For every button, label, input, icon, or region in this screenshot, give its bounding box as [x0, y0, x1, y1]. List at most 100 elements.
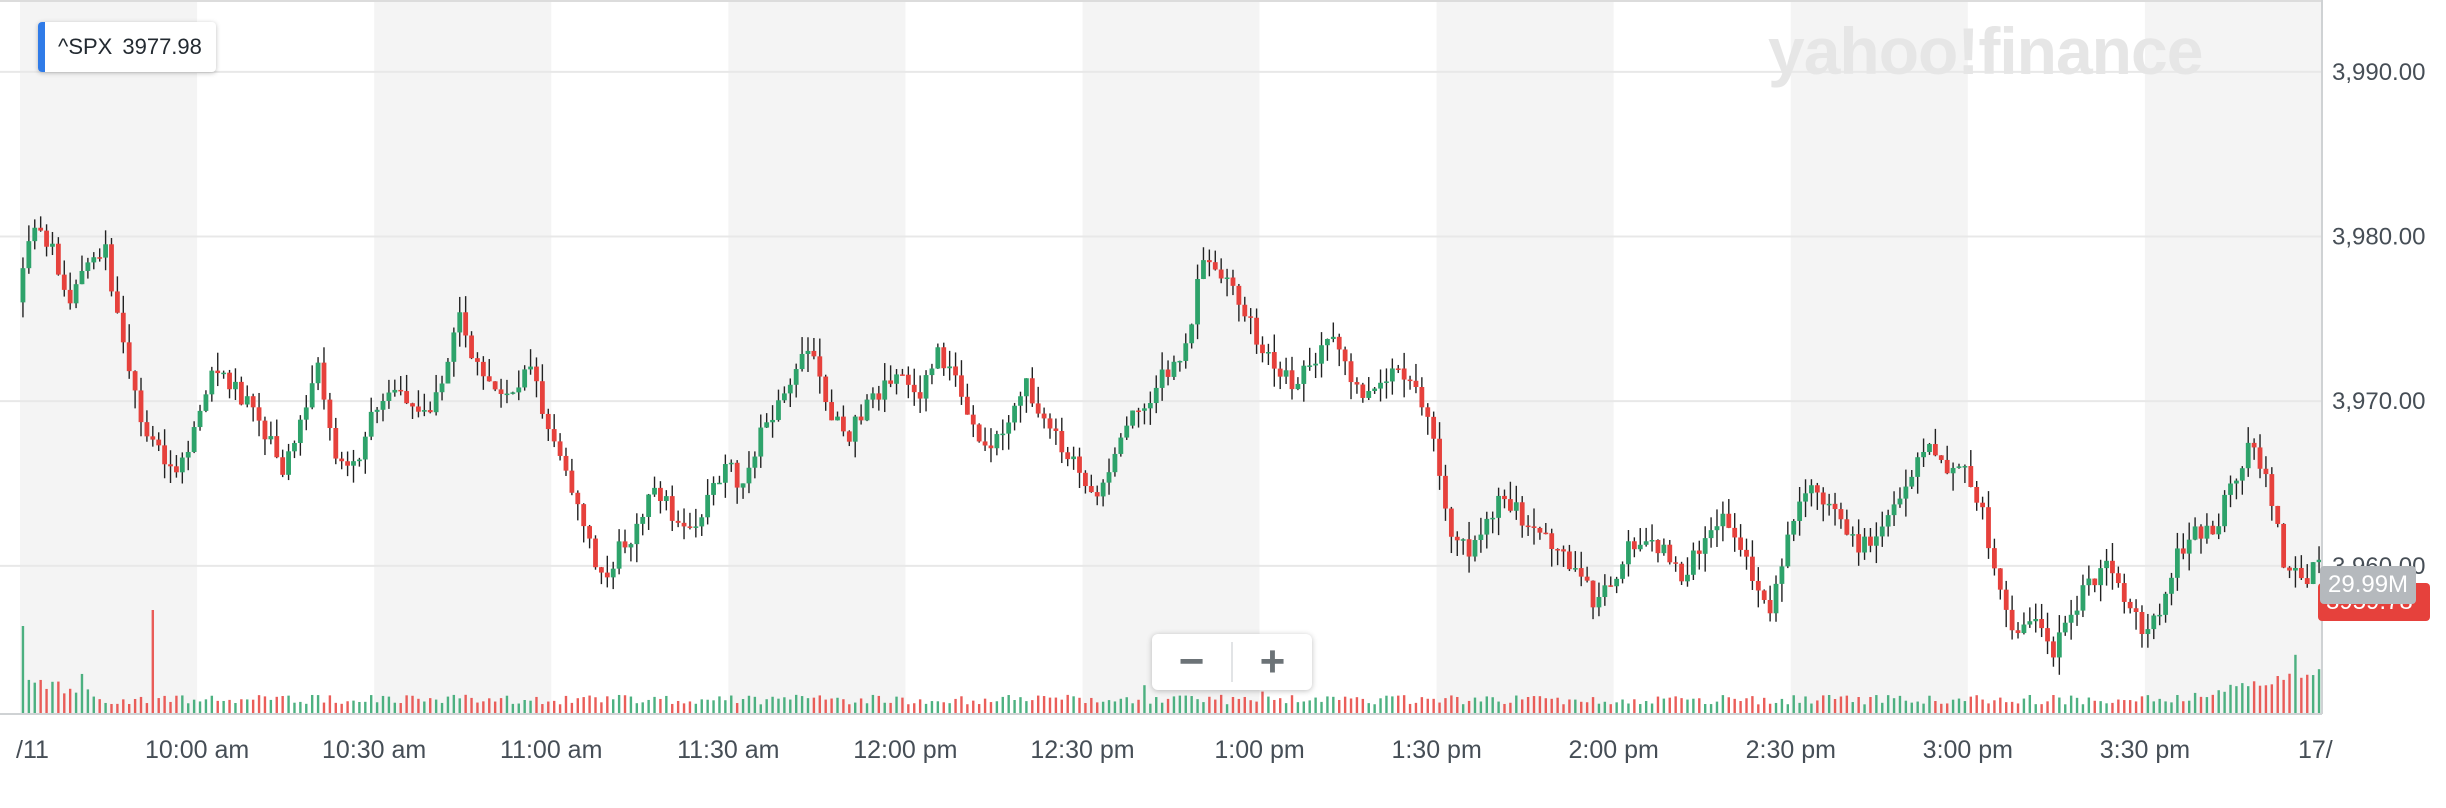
- volume-bar: [417, 698, 420, 714]
- candle-body: [1260, 344, 1265, 354]
- volume-bar: [127, 703, 131, 714]
- volume-bar: [1957, 698, 1961, 714]
- volume-bar: [1526, 696, 1530, 714]
- candle-body: [1525, 525, 1531, 528]
- x-axis: /11 10:00 am 10:30 am 11:00 am 11:30 am 12:00…: [0, 713, 2333, 764]
- candle-body: [2163, 593, 2168, 615]
- volume-bar: [1408, 703, 1412, 714]
- volume-bar: [883, 702, 886, 714]
- volume-bar: [2099, 701, 2102, 714]
- volume-bar: [924, 703, 928, 714]
- candle-body: [929, 368, 935, 376]
- candle-body: [793, 369, 799, 385]
- candle-body: [604, 572, 610, 578]
- candle-body: [1460, 539, 1466, 541]
- candle-body: [1649, 539, 1655, 542]
- candle-body: [2062, 622, 2068, 633]
- candle-body: [1047, 418, 1053, 429]
- volume-bar: [1420, 697, 1424, 714]
- candle-body: [976, 424, 982, 442]
- ticker-label[interactable]: ^SPX 3977.98: [38, 22, 216, 72]
- volume-bar: [1379, 698, 1382, 714]
- ticker-symbol: ^SPX: [58, 34, 113, 59]
- candle-body: [1159, 369, 1165, 388]
- candle-body: [1932, 444, 1938, 456]
- candle-body: [1313, 363, 1319, 366]
- candle-body: [1980, 502, 1986, 508]
- volume-bar: [1822, 695, 1825, 714]
- volume-bar: [706, 699, 709, 714]
- candle-body: [746, 467, 752, 484]
- volume-bar: [830, 698, 833, 714]
- candle-body: [1531, 526, 1537, 528]
- volume-bar: [74, 692, 78, 714]
- volume-bar: [1727, 697, 1730, 714]
- candle-body: [1348, 361, 1354, 383]
- candle-body: [539, 381, 545, 414]
- volume-bar: [251, 699, 255, 714]
- volume-bar: [1568, 699, 1571, 714]
- candle-body: [516, 387, 522, 393]
- candle-body: [386, 392, 392, 401]
- candle-body: [2051, 641, 2056, 658]
- candle-body: [2003, 589, 2009, 610]
- volume-bar: [139, 696, 143, 714]
- volume-bar: [1149, 703, 1152, 714]
- candle-body: [858, 416, 864, 421]
- volume-bar: [995, 701, 999, 714]
- candle-body: [2104, 560, 2109, 569]
- candle-body: [1885, 515, 1891, 527]
- volume-bar: [907, 704, 910, 714]
- candle-body: [970, 414, 976, 425]
- volume-bar: [895, 696, 898, 714]
- volume-bar: [535, 696, 538, 714]
- candle-body: [616, 541, 622, 569]
- volume-bar: [1090, 697, 1093, 714]
- candle-body: [2092, 578, 2098, 586]
- candle-body: [2263, 468, 2269, 475]
- volume-bar: [1225, 704, 1229, 714]
- zoom-in-button[interactable]: +: [1233, 634, 1312, 690]
- zoom-out-button[interactable]: −: [1152, 634, 1231, 690]
- candle-body: [339, 458, 345, 462]
- volume-bar: [1467, 700, 1471, 714]
- volume-bar: [2300, 677, 2303, 714]
- volume-bar: [2306, 674, 2309, 714]
- candle-body: [652, 487, 657, 495]
- candle-body: [835, 416, 840, 421]
- candle-body: [1809, 485, 1814, 494]
- x-tick-label: 2:00 pm: [1569, 736, 1659, 764]
- candle-body: [162, 445, 168, 465]
- y-tick-label: 3,970.00: [2332, 388, 2425, 415]
- candle-body: [2151, 615, 2157, 630]
- candle-body: [764, 422, 770, 428]
- candle-body: [26, 241, 32, 269]
- candle-body: [1903, 486, 1909, 499]
- candle-body: [781, 393, 787, 401]
- candle-body: [392, 389, 398, 393]
- volume-bar: [240, 699, 243, 714]
- x-tick-label: /11: [16, 736, 49, 764]
- volume-bar: [1054, 697, 1058, 714]
- volume-bar: [1597, 703, 1601, 714]
- volume-bar: [836, 697, 839, 714]
- candle-body: [1142, 408, 1147, 411]
- volume-bar: [228, 699, 231, 714]
- volume-bar: [682, 703, 686, 714]
- volume-bar: [641, 702, 644, 714]
- volume-bar: [1338, 699, 1341, 714]
- volume-bar: [246, 699, 249, 714]
- candle-body: [1555, 549, 1561, 551]
- candle-body: [1590, 580, 1596, 608]
- candle-body: [1992, 548, 1997, 569]
- volume-bar: [458, 698, 461, 714]
- volume-bar: [405, 695, 408, 714]
- candle-body: [575, 492, 581, 505]
- candle-body: [1242, 304, 1248, 317]
- candle-body: [947, 366, 953, 369]
- volume-bar: [1810, 703, 1813, 714]
- volume-bar: [1178, 695, 1182, 714]
- candle-body: [1212, 262, 1218, 270]
- volume-bar: [2134, 701, 2138, 714]
- volume-bar: [51, 681, 54, 714]
